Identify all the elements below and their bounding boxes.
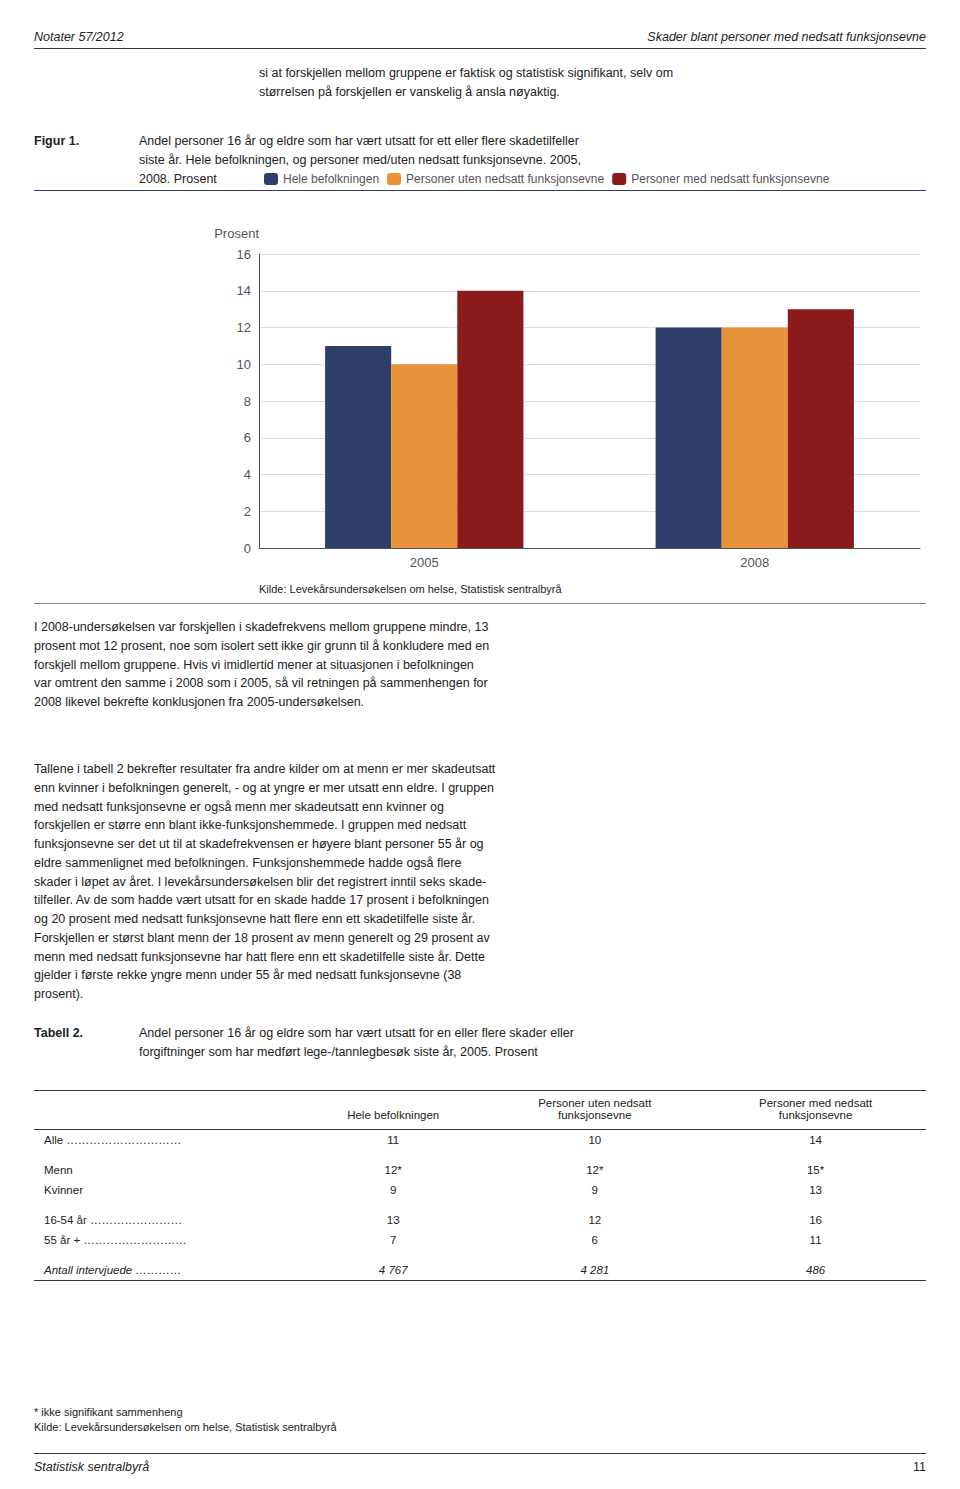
svg-text:Prosent: Prosent bbox=[214, 226, 259, 241]
svg-text:0: 0 bbox=[244, 541, 251, 556]
svg-text:4: 4 bbox=[244, 467, 251, 482]
svg-text:2: 2 bbox=[244, 504, 251, 519]
svg-text:Personer uten nedsatt funksjon: Personer uten nedsatt funksjonsevne bbox=[406, 172, 604, 186]
svg-text:Hele befolkningen: Hele befolkningen bbox=[283, 172, 379, 186]
svg-text:6: 6 bbox=[244, 430, 251, 445]
svg-text:12: 12 bbox=[237, 320, 251, 335]
svg-text:Personer med nedsatt funksjons: Personer med nedsatt funksjonsevne bbox=[631, 172, 829, 186]
svg-text:10: 10 bbox=[237, 357, 251, 372]
svg-text:2008: 2008 bbox=[740, 555, 769, 570]
svg-text:16: 16 bbox=[237, 247, 251, 262]
svg-text:8: 8 bbox=[244, 394, 251, 409]
svg-text:2005: 2005 bbox=[410, 555, 439, 570]
svg-text:14: 14 bbox=[237, 283, 251, 298]
